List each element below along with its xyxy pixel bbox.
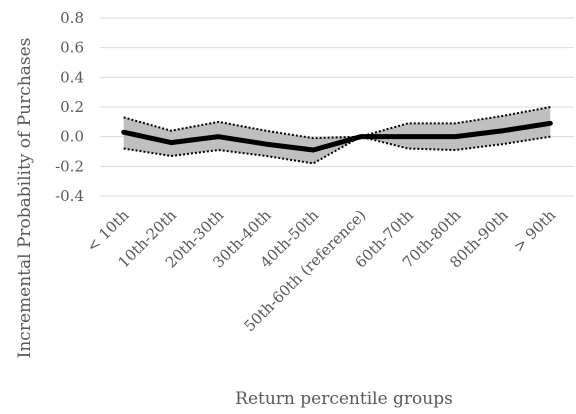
y-tick-label: 0.2 (60, 98, 84, 116)
y-axis-title: Incremental Probability of Purchases (15, 38, 35, 359)
x-axis-title: Return percentile groups (235, 389, 453, 409)
y-tick-label: 0.0 (60, 128, 84, 146)
confidence-band (123, 106, 551, 165)
x-tick-label: > 90th (510, 206, 560, 256)
estimate-line (121, 120, 553, 153)
y-tick-label: 0.4 (60, 68, 84, 86)
upper-bound-line (123, 106, 551, 140)
y-tick-labels: 0.8 0.6 0.4 0.2 0.0 -0.2 -0.4 (55, 9, 84, 205)
y-tick-label: -0.4 (55, 187, 84, 205)
y-tick-label: -0.2 (55, 157, 84, 175)
gridlines (100, 17, 574, 197)
x-tick-labels: < 10th10th-20th20th-30th30th-40th40th-50… (83, 206, 559, 335)
estimate-line-group (121, 120, 553, 153)
confidence-band-fill (123, 107, 551, 164)
y-tick-label: 0.8 (60, 9, 84, 27)
y-tick-label: 0.6 (60, 39, 84, 57)
